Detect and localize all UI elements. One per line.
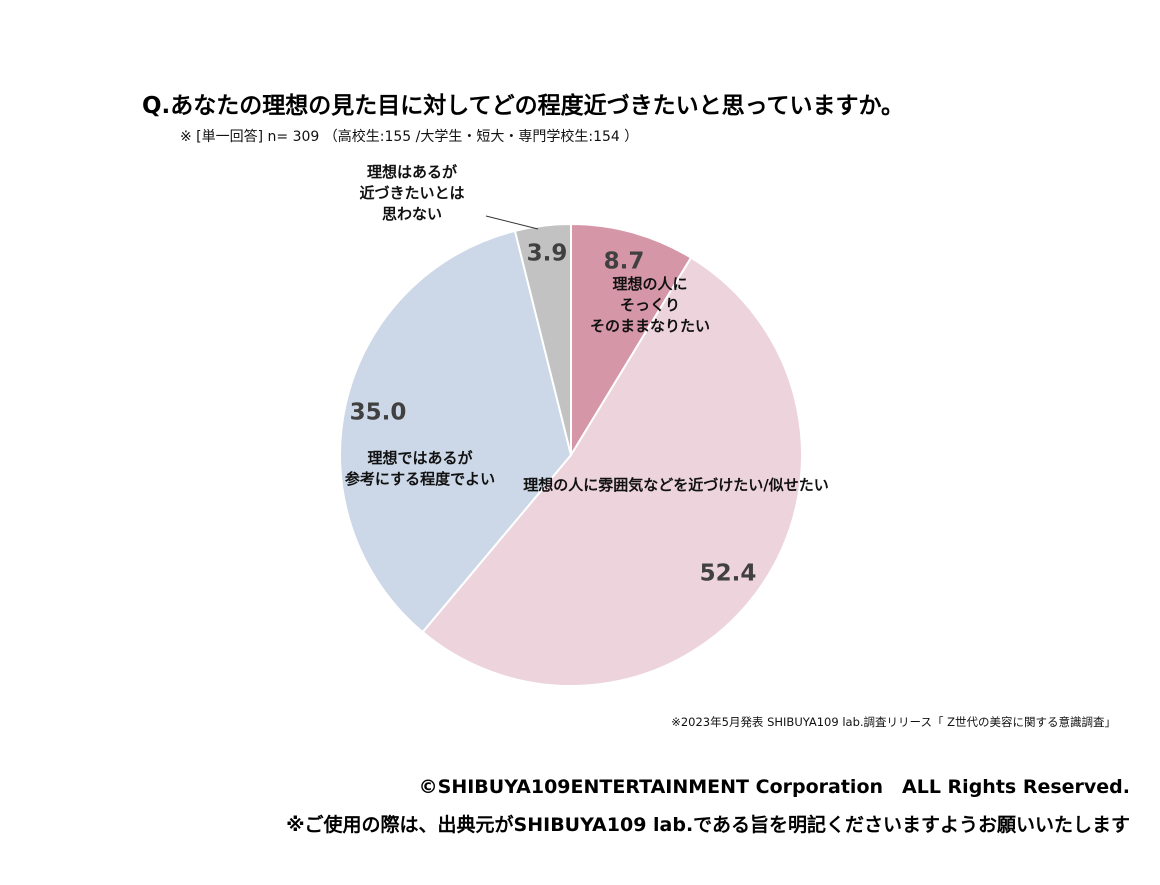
slice-value-label: 35.0 — [350, 400, 407, 426]
copyright-text: ©SHIBUYA109ENTERTAINMENT Corporation ALL… — [418, 776, 1130, 798]
slice-category-label: 理想の人にそっくりそのままなりたい — [590, 275, 710, 335]
usage-notice: ※ご使用の際は、出典元がSHIBUYA109 lab.である旨を明記くださいます… — [286, 814, 1130, 836]
slice-value-label: 3.9 — [527, 241, 568, 267]
slice-category-label: 理想ではあるが参考にする程度でよい — [345, 449, 495, 488]
slice-value-label: 8.7 — [604, 249, 645, 275]
leader-line — [485, 215, 539, 230]
source-note: ※2023年5月発表 SHIBUYA109 lab.調査リリース「 Z世代の美容… — [671, 715, 1116, 729]
pie-slice — [570, 222, 693, 459]
chart-title: Q.あなたの理想の見た目に対してどの程度近づきたいと思っていますか。 — [142, 93, 904, 119]
slice-category-label: 理想はあるが近づきたいとは思わない — [359, 163, 464, 223]
chart-subtitle: ※ [単一回答] n= 309 （高校生:155 /大学生・短大・専門学校生:1… — [180, 129, 639, 145]
slice-value-label: 52.4 — [700, 561, 757, 587]
pie-slice — [421, 256, 803, 687]
slice-category-label: 理想の人に雰囲気などを近づけたい/似せたい — [523, 476, 828, 494]
pie-slice — [513, 222, 572, 456]
pie-slice — [339, 229, 573, 634]
